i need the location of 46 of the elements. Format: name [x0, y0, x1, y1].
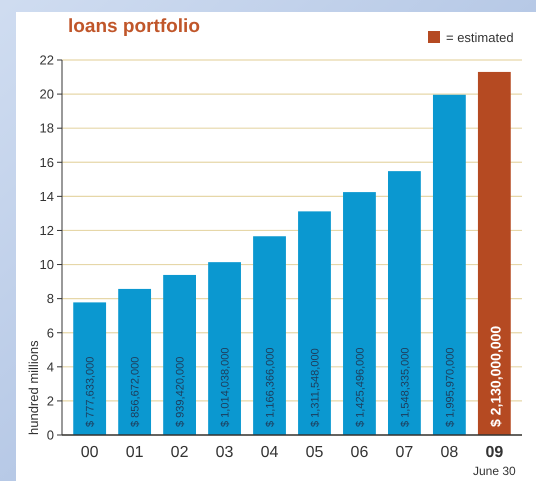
y-tick-label: 16: [40, 154, 54, 170]
bar: [208, 262, 241, 435]
x-tick-label: 03: [216, 444, 234, 461]
chart-title: loans portfolio: [68, 16, 200, 37]
bar: [163, 274, 196, 435]
annotation: $ 939,420,000: [174, 356, 187, 427]
legend-label: = estimated: [446, 30, 514, 45]
y-tick-label: 4: [46, 359, 54, 374]
annotation: $ 1,425,496,000: [354, 347, 366, 427]
bar: [343, 192, 376, 435]
x-tick-label: 07: [396, 444, 414, 461]
y-tick-label: 0: [46, 428, 54, 443]
bar: [118, 288, 152, 435]
annotation: $ 1,995,970,000: [444, 347, 456, 427]
bar: [253, 236, 286, 435]
y-tick-label: 10: [40, 257, 54, 272]
annotation: $ 856,672,000: [130, 356, 142, 427]
bar: [298, 211, 331, 435]
y-tick-label: 8: [46, 291, 54, 306]
bar: [73, 302, 106, 435]
text: June 30: [472, 464, 516, 478]
y-tick-label: 2: [46, 393, 54, 408]
bar: [478, 72, 511, 435]
annotation: $ 1,548,335,000: [399, 347, 412, 427]
y-tick-label: 6: [46, 325, 54, 340]
x-tick-label: 08: [440, 444, 458, 461]
annotation: $ 1,166,366,000: [264, 347, 277, 427]
x-tick-label: 09: [485, 444, 504, 461]
bar: [432, 94, 466, 435]
x-tick-label: 00: [80, 444, 99, 461]
x-tick-label: 05: [306, 444, 324, 461]
x-tick-label: 06: [350, 444, 368, 461]
annotation: $ 2,130,000,000: [487, 326, 504, 427]
bar: [388, 171, 421, 435]
y-tick-label: 18: [40, 120, 54, 136]
x-tick-label: 04: [260, 444, 279, 461]
annotation: $ 777,633,000: [84, 356, 97, 427]
y-tick-label: 14: [40, 188, 54, 204]
annotation: $ 1,311,548,000: [309, 348, 322, 427]
y-axis-title: hundred millions: [26, 340, 41, 435]
x-tick-label: 01: [126, 444, 144, 461]
y-tick-label: 20: [40, 86, 54, 102]
annotation: $ 1,014,038,000: [220, 347, 232, 427]
y-tick-label: 12: [40, 223, 54, 238]
x-tick-label: 02: [170, 444, 189, 461]
y-tick-label: 22: [40, 52, 54, 68]
